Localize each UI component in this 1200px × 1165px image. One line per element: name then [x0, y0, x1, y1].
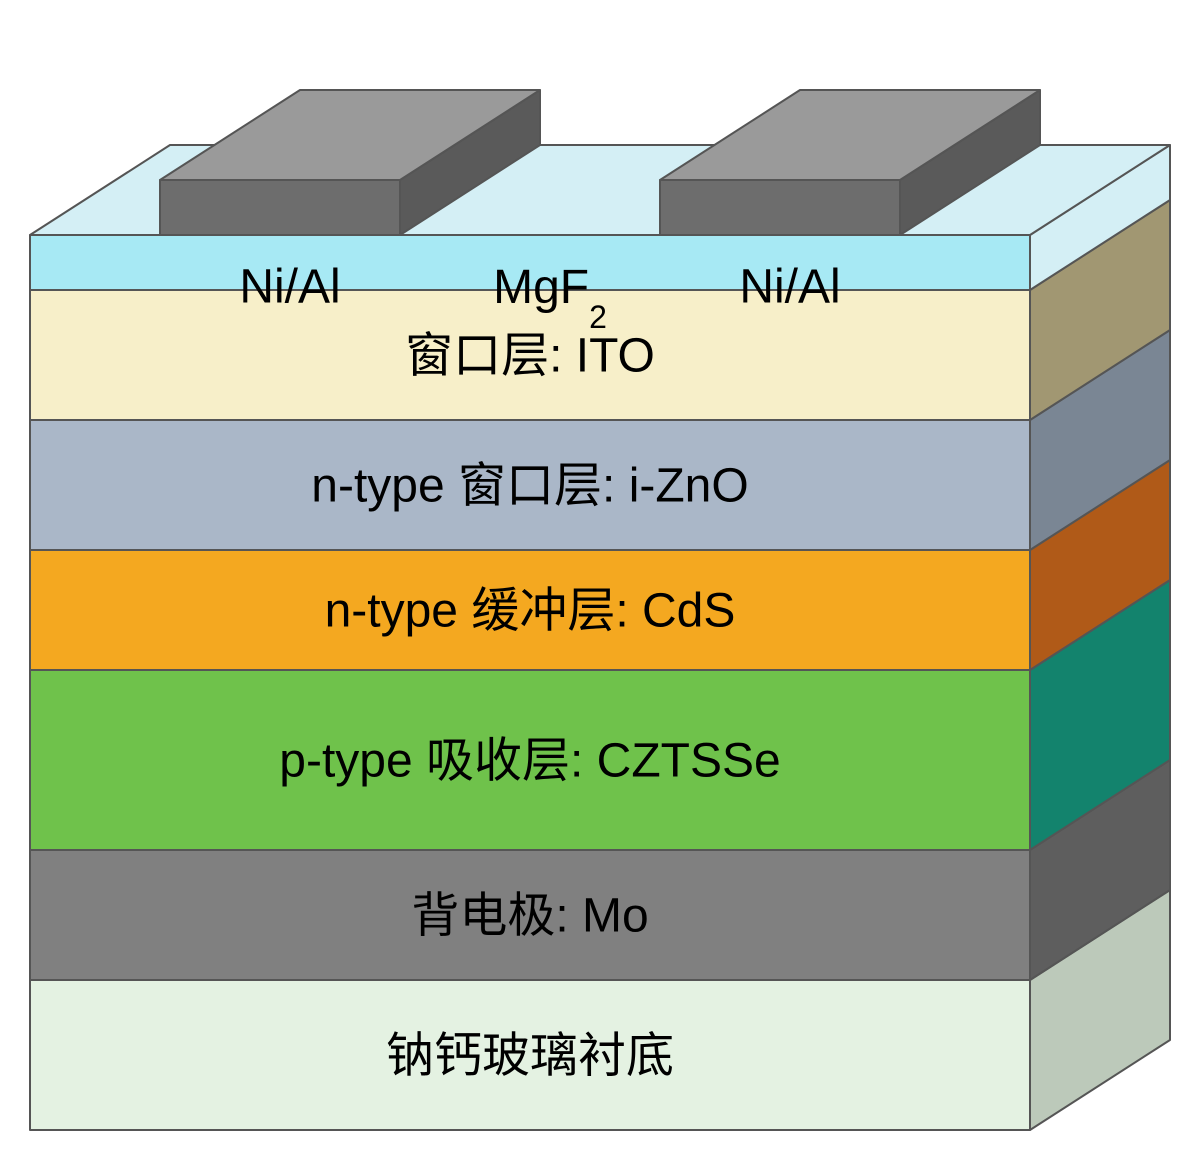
- electrode-label-left: Ni/Al: [239, 261, 340, 314]
- layer-label-substrate: 钠钙玻璃衬底: [386, 1030, 674, 1083]
- electrode-front-1: [660, 180, 900, 235]
- layer-label-mo: 背电极: Mo: [411, 890, 648, 943]
- layer-label-ito: 窗口层: ITO: [405, 330, 655, 383]
- solar-cell-layer-diagram: 钠钙玻璃衬底背电极: Mo p-type 吸收层: CZTSSe n-type 缓冲…: [0, 0, 1200, 1165]
- layer-stack-svg: 钠钙玻璃衬底背电极: Mo p-type 吸收层: CZTSSe n-type 缓冲…: [0, 0, 1200, 1165]
- electrode-front-0: [160, 180, 400, 235]
- layer-label-cds: n-type 缓冲层: CdS: [325, 585, 736, 638]
- electrode-label-right: Ni/Al: [739, 261, 840, 314]
- layer-label-cztsse: p-type 吸收层: CZTSSe: [279, 735, 780, 788]
- layer-label-izno: n-type 窗口层: i-ZnO: [311, 460, 748, 513]
